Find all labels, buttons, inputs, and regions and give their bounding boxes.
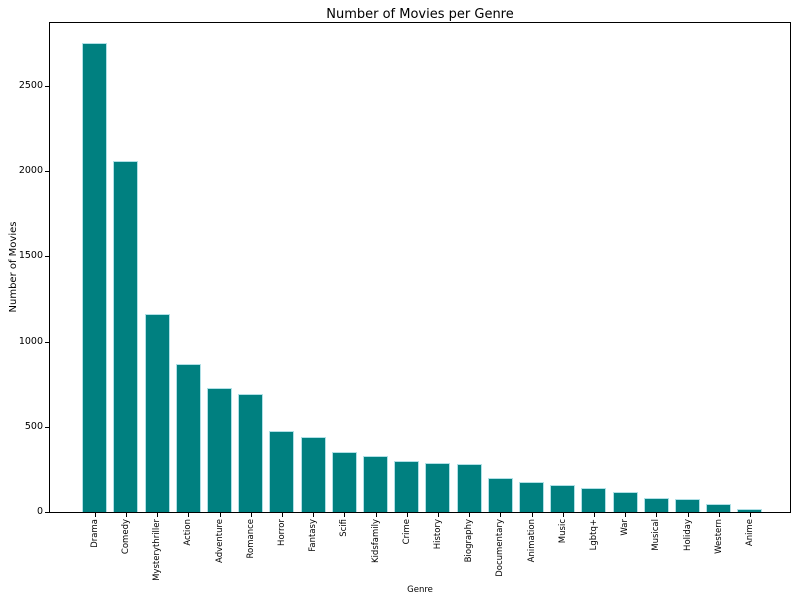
x-tick-label: War: [620, 519, 631, 536]
x-tick-mark: [656, 513, 658, 517]
x-tick-mark: [469, 513, 471, 517]
bar-scifi: [331, 452, 357, 512]
bar-horror: [269, 431, 295, 512]
bar-war: [612, 492, 638, 512]
bar-mysterythriller: [144, 314, 170, 512]
x-tick-mark: [281, 513, 283, 517]
x-tick-label: Action: [183, 519, 194, 546]
x-tick-mark: [344, 513, 346, 517]
bar-action: [175, 364, 201, 512]
x-tick-mark: [625, 513, 627, 517]
y-tick-mark: [45, 256, 49, 258]
x-tick-mark: [125, 513, 127, 517]
bar-kidsfamily: [363, 456, 388, 512]
bar-romance: [238, 394, 264, 512]
x-tick-label: Mysterythriller: [152, 519, 163, 581]
x-tick-label: Lgbtq+: [588, 519, 599, 551]
bar-musical: [643, 498, 669, 512]
y-tick-label: 2500: [18, 80, 43, 92]
y-tick-mark: [45, 426, 49, 428]
x-tick-label: Anime: [744, 519, 755, 547]
x-tick-label: Musical: [651, 519, 662, 551]
y-tick-mark: [45, 171, 49, 173]
x-tick-mark: [313, 513, 315, 517]
x-tick-mark: [718, 513, 720, 517]
y-tick-label: 1500: [18, 250, 43, 262]
bar-crime: [394, 461, 420, 512]
x-tick-label: Drama: [89, 519, 100, 548]
bar-anime: [737, 509, 763, 512]
x-tick-label: Kidsfamily: [370, 519, 381, 563]
bar-drama: [82, 43, 108, 512]
bar-music: [550, 485, 576, 512]
x-tick-label: Scifi: [339, 519, 350, 537]
x-tick-label: Animation: [526, 519, 537, 563]
bar-fantasy: [300, 437, 326, 512]
y-tick-mark: [45, 86, 49, 88]
y-tick-mark: [45, 512, 49, 513]
x-tick-label: Adventure: [214, 519, 225, 563]
x-tick-label: Western: [713, 519, 724, 554]
bar-holiday: [675, 499, 700, 512]
x-tick-label: Holiday: [682, 519, 693, 551]
y-axis-label: Number of Movies: [8, 221, 19, 313]
x-tick-mark: [749, 513, 751, 517]
x-tick-label: Music: [557, 519, 568, 544]
x-tick-mark: [437, 513, 439, 517]
bar-lgbtq-: [581, 488, 607, 512]
bar-biography: [456, 464, 482, 512]
x-tick-mark: [593, 513, 595, 517]
plot-area: [49, 22, 791, 513]
x-tick-mark: [375, 513, 377, 517]
x-tick-mark: [157, 513, 159, 517]
x-tick-label: History: [432, 519, 443, 550]
x-tick-mark: [219, 513, 221, 517]
x-tick-mark: [687, 513, 689, 517]
y-tick-label: 0: [36, 506, 43, 517]
y-tick-label: 2000: [18, 165, 43, 177]
bar-documentary: [487, 478, 513, 512]
bar-animation: [519, 482, 544, 512]
x-tick-mark: [188, 513, 190, 517]
y-tick-mark: [45, 341, 49, 343]
x-tick-label: Romance: [245, 519, 256, 559]
bar-comedy: [113, 161, 139, 512]
x-tick-label: Comedy: [120, 519, 131, 555]
y-tick-label: 500: [24, 420, 43, 432]
x-tick-mark: [562, 513, 564, 517]
x-tick-mark: [406, 513, 408, 517]
bar-western: [706, 504, 732, 512]
x-tick-mark: [250, 513, 252, 517]
x-tick-mark: [500, 513, 502, 517]
x-tick-label: Documentary: [495, 519, 506, 577]
x-tick-label: Biography: [464, 519, 475, 563]
y-tick-label: 1000: [18, 335, 43, 347]
x-tick-label: Horror: [276, 519, 287, 546]
chart-title: Number of Movies per Genre: [326, 7, 514, 22]
x-axis-label: Genre: [407, 585, 433, 595]
x-tick-label: Fantasy: [308, 519, 319, 552]
x-tick-label: Crime: [401, 519, 412, 545]
bar-adventure: [207, 388, 232, 512]
bar-history: [425, 463, 451, 512]
x-tick-mark: [94, 513, 96, 517]
x-tick-mark: [531, 513, 533, 517]
